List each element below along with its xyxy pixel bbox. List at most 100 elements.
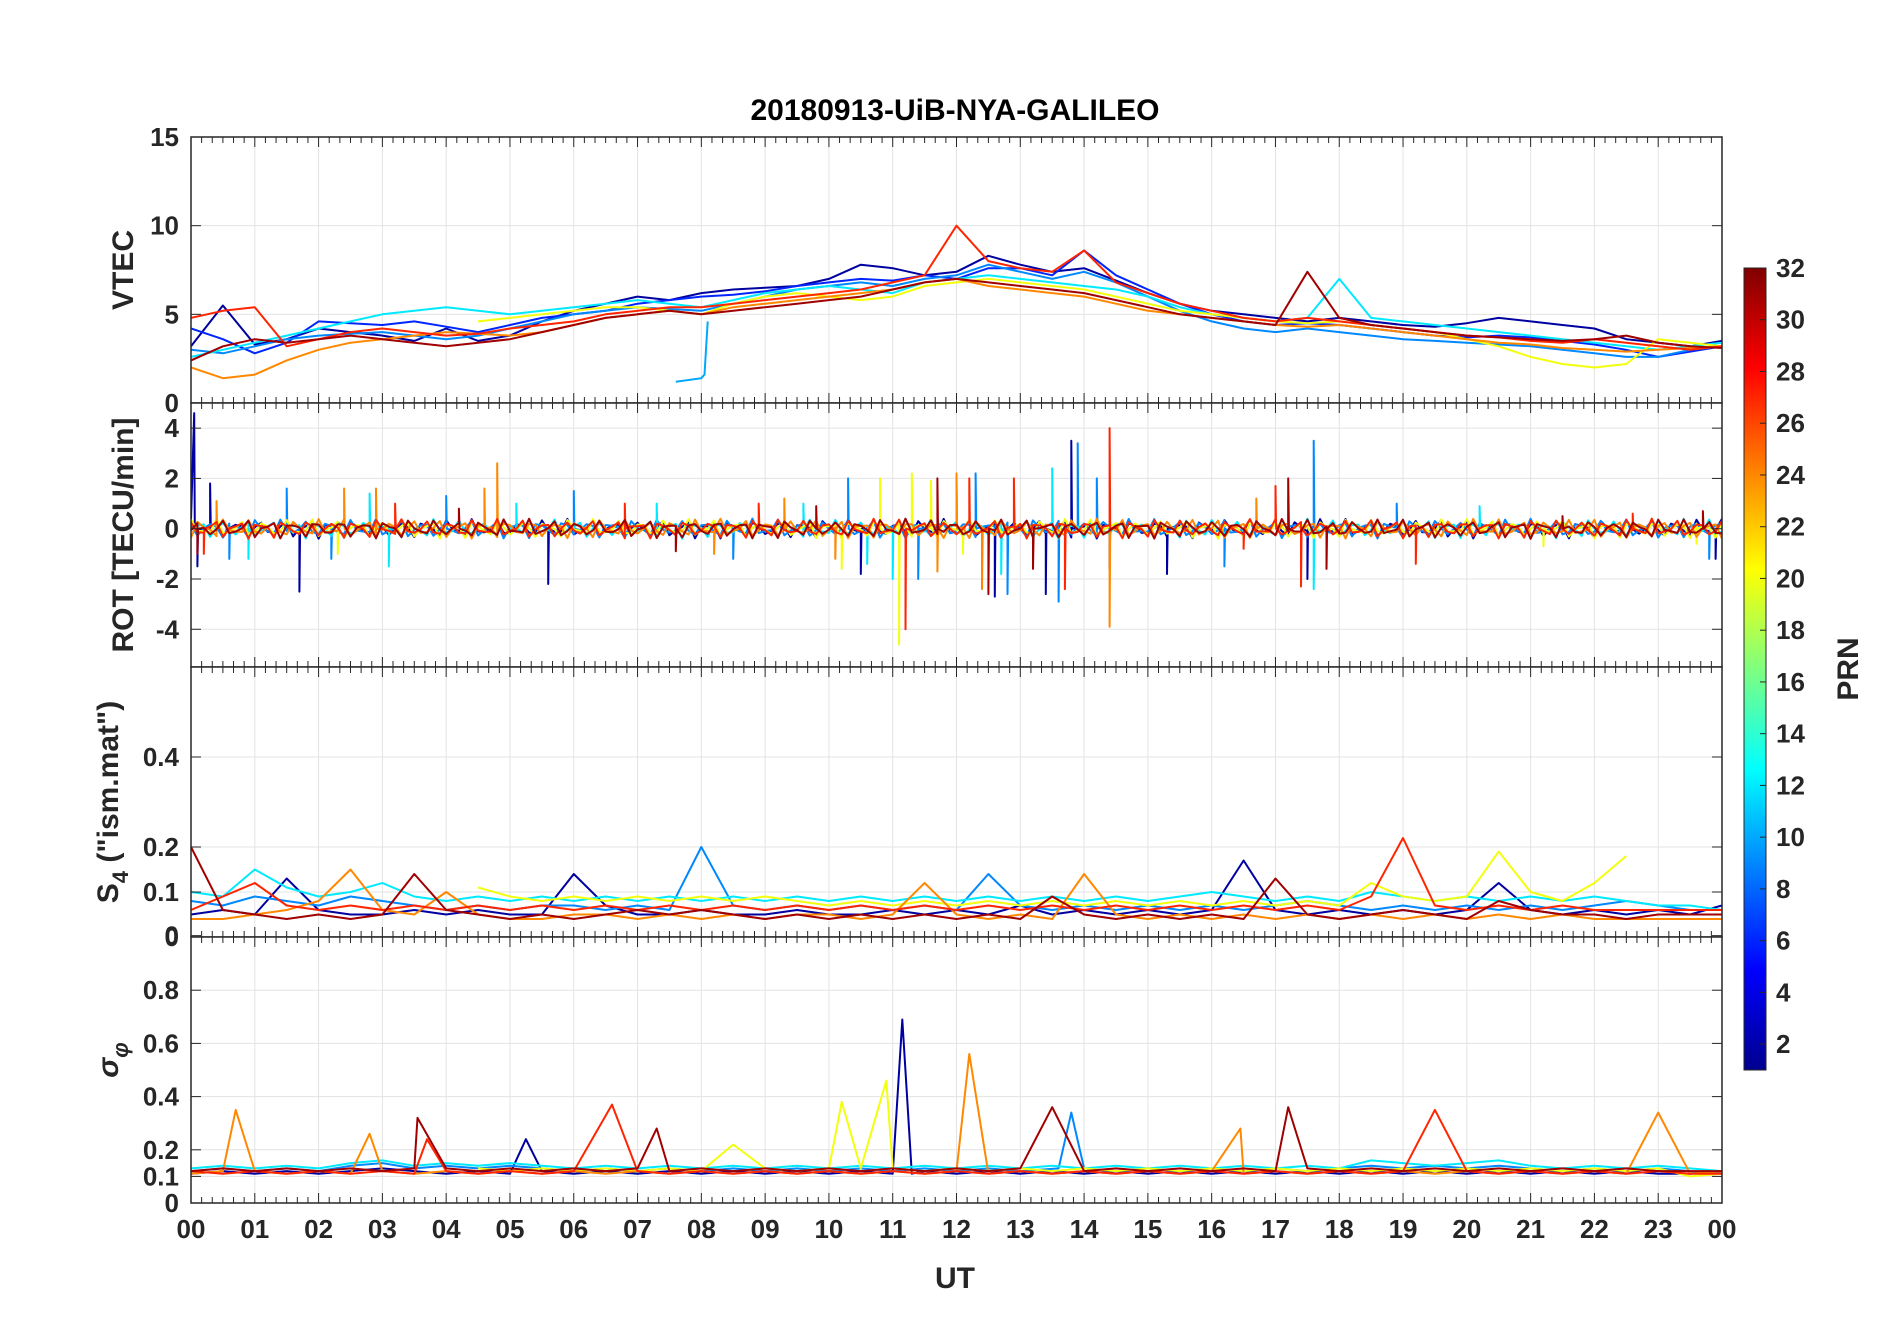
y-tick-label: 0.8 — [143, 975, 179, 1005]
colorbar-label: PRN — [1832, 637, 1865, 700]
x-ticks — [190, 667, 1723, 937]
x-tick-label: 12 — [942, 1214, 971, 1244]
x-tick-label: 23 — [1644, 1214, 1673, 1244]
x-tick-label: 02 — [304, 1214, 333, 1244]
y-tick-label: 0.1 — [143, 877, 179, 907]
series-group — [191, 1018, 1722, 1178]
colorbar-tick-label: 10 — [1776, 822, 1805, 852]
colorbar-tick-label: 8 — [1776, 874, 1790, 904]
series-group — [191, 837, 1722, 920]
y-tick-label: -4 — [156, 614, 180, 644]
y-axis-label: σφ — [92, 1042, 133, 1077]
panel-rot: -4 -2 0 2 4 ROT [TECU/min] — [107, 402, 1723, 668]
y-axis-label: VTEC — [107, 230, 140, 310]
x-tick-label: 18 — [1325, 1214, 1354, 1244]
y-tick-label: 0.1 — [143, 1161, 179, 1191]
x-tick-label: 20 — [1452, 1214, 1481, 1244]
y-ticks: 00.10.2 0.4 0.6 0.8 — [143, 975, 1722, 1218]
x-tick-label: 14 — [1070, 1214, 1099, 1244]
x-tick-label: 15 — [1133, 1214, 1162, 1244]
y-tick-label: 0 — [165, 921, 179, 951]
colorbar-tick-label: 12 — [1776, 770, 1805, 800]
y-tick-label: 0.4 — [143, 742, 180, 772]
panel-vtec: 0 5 10 15 VTEC — [107, 122, 1723, 418]
y-axis-label-sub: φ — [108, 1042, 133, 1057]
x-tick-label: 03 — [368, 1214, 397, 1244]
y-tick-label: 0.4 — [143, 1082, 180, 1112]
x-tick-label: 00 — [177, 1214, 206, 1244]
x-tick-label: 00 — [1708, 1214, 1737, 1244]
x-tick-label: 06 — [559, 1214, 588, 1244]
colorbar-tick-label: 14 — [1776, 719, 1805, 749]
x-tick-label: 19 — [1389, 1214, 1418, 1244]
panel-sigma_phi: 00.10.2 0.4 0.6 0.8 σφ 00 01 02 03 04 05 06 07 08 09 10… — [92, 936, 1737, 1244]
y-axis-label: ROT [TECU/min] — [107, 418, 140, 653]
x-tick-label: 07 — [623, 1214, 652, 1244]
colorbar-tick-label: 4 — [1776, 977, 1791, 1007]
x-tick-label: 22 — [1580, 1214, 1609, 1244]
series-line-prn-24 — [191, 462, 1722, 628]
y-axis-label-sub: 4 — [108, 870, 133, 883]
colorbar-tick-label: 2 — [1776, 1029, 1790, 1059]
series-line-prn-27 — [191, 1103, 1722, 1175]
y-tick-label: 0.6 — [143, 1028, 179, 1058]
y-tick-label: 15 — [150, 122, 179, 152]
colorbar-tick-label: 24 — [1776, 460, 1805, 490]
colorbar-tick-label: 26 — [1776, 408, 1805, 438]
x-tick-label: 10 — [814, 1214, 843, 1244]
series-line-prn-31 — [191, 1106, 1722, 1173]
x-tick-label: 08 — [687, 1214, 716, 1244]
x-tick-label: 21 — [1516, 1214, 1545, 1244]
series-group — [191, 224, 1722, 383]
x-tick-label: 13 — [1006, 1214, 1035, 1244]
colorbar-tick-label: 6 — [1776, 926, 1790, 956]
x-tick-label: 05 — [495, 1214, 524, 1244]
x-tick-label: 09 — [751, 1214, 780, 1244]
x-tick-labels: 00 01 02 03 04 05 06 07 08 09 10 11 12 13 14 15 16 17 18 19… — [177, 1214, 1737, 1244]
series-line-prn-31 — [191, 477, 1722, 596]
y-tick-label: 0 — [165, 514, 179, 544]
colorbar-tick-label: 20 — [1776, 563, 1805, 593]
y-tick-label: 10 — [150, 211, 179, 241]
colorbar-tick-label: 18 — [1776, 615, 1805, 645]
y-tick-label: 5 — [165, 299, 179, 329]
y-ticks: 000.10.20.4 — [143, 742, 1722, 952]
y-tick-label: 4 — [165, 413, 180, 443]
y-tick-label: 0 — [165, 388, 179, 418]
series-line-prn-20 — [477, 850, 1627, 907]
y-tick-label: 2 — [165, 463, 179, 493]
x-tick-label: 17 — [1261, 1214, 1290, 1244]
chart-title: 20180913-UiB-NYA-GALILEO — [750, 94, 1159, 127]
series-line-prn-2 — [191, 254, 1722, 348]
colorbar-tick-label: 22 — [1776, 512, 1805, 542]
y-tick-label: 0.2 — [143, 1135, 179, 1165]
x-tick-label: 04 — [432, 1214, 461, 1244]
series-group — [191, 412, 1722, 646]
y-axis-label-main: S — [92, 883, 125, 903]
y-tick-label: -2 — [156, 564, 179, 594]
x-ticks — [190, 137, 1723, 403]
colorbar-gradient — [1743, 267, 1767, 1071]
x-axis-label: UT — [935, 1262, 975, 1295]
y-axis-label-rest: ("ism.mat") — [92, 701, 125, 871]
y-axis-label-main: σ — [92, 1057, 125, 1078]
y-ticks: 0 5 10 15 — [150, 122, 1722, 418]
y-tick-label: 0 — [165, 1188, 179, 1218]
series-line-prn-31 — [191, 846, 1722, 920]
x-ticks — [190, 403, 1723, 667]
y-tick-label: 0.2 — [143, 832, 179, 862]
y-ticks: -4 -2 0 2 4 — [156, 413, 1722, 644]
series-line-prn-27 — [191, 427, 1722, 631]
series-line-prn-10 — [675, 321, 709, 383]
x-ticks — [190, 937, 1723, 1203]
y-axis-label: S4 ("ism.mat") — [92, 701, 133, 903]
x-tick-label: 01 — [240, 1214, 269, 1244]
colorbar-tick-label: 16 — [1776, 667, 1805, 697]
colorbar-tick-label: 28 — [1776, 356, 1805, 386]
y-tick-label: 0 — [165, 922, 179, 952]
series-line-prn-9 — [191, 263, 1722, 358]
